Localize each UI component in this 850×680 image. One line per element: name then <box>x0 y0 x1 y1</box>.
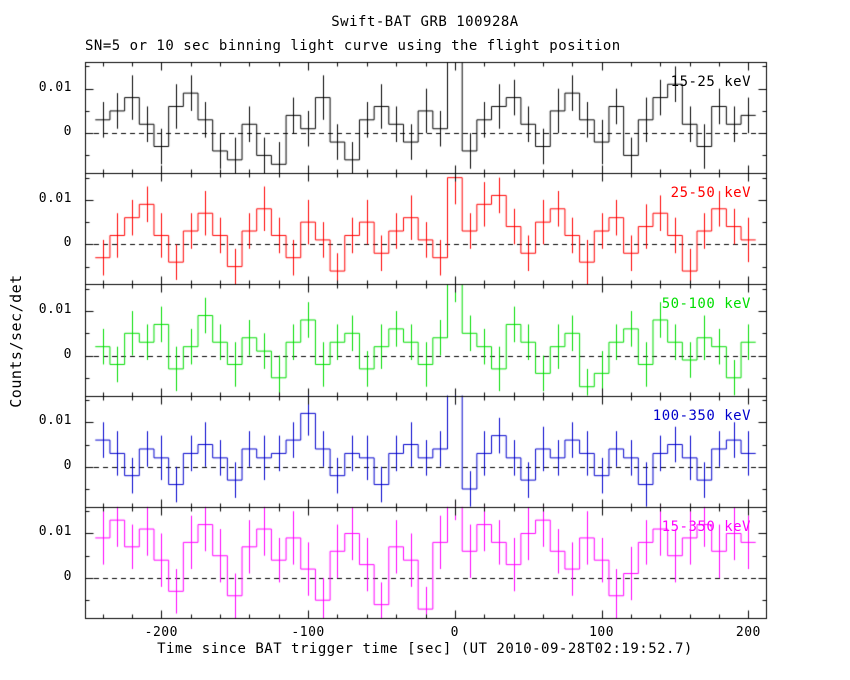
chart-title: Swift-BAT GRB 100928A <box>331 14 519 30</box>
x-axis-label: Time since BAT trigger time [sec] (UT 20… <box>157 641 693 657</box>
y-tick-label: 0 <box>63 568 72 584</box>
x-tick-label: 200 <box>735 625 761 640</box>
band-label: 15-350 keV <box>661 518 751 535</box>
band-label: 25-50 keV <box>670 185 751 202</box>
y-tick-label: 0 <box>63 346 72 362</box>
y-tick-label: 0 <box>63 457 72 473</box>
y-axis-label: Counts/sec/det <box>7 274 25 408</box>
band-label: 100-350 keV <box>652 407 751 424</box>
x-tick-label: 100 <box>589 625 615 640</box>
y-tick-label: 0 <box>63 235 72 251</box>
x-tick-label: -200 <box>144 625 178 640</box>
y-tick-label: 0.01 <box>38 79 72 95</box>
y-tick-label: 0.01 <box>38 413 72 429</box>
x-tick-label: 0 <box>450 625 459 640</box>
band-label: 50-100 keV <box>661 296 751 313</box>
x-tick-label: -100 <box>291 625 325 640</box>
y-tick-label: 0 <box>63 124 72 140</box>
y-tick-label: 0.01 <box>38 524 72 540</box>
y-tick-label: 0.01 <box>38 302 72 318</box>
chart-subtitle: SN=5 or 10 sec binning light curve using… <box>85 38 621 54</box>
y-tick-label: 0.01 <box>38 190 72 206</box>
band-label: 15-25 keV <box>670 74 751 90</box>
